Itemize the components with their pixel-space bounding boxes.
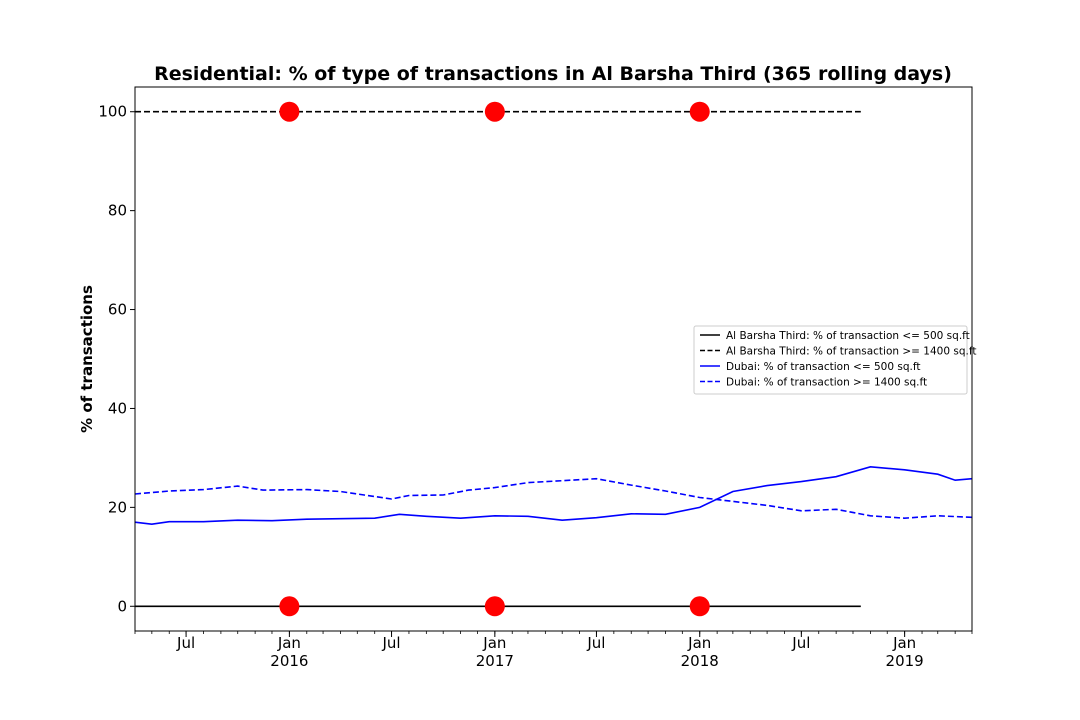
legend: Al Barsha Third: % of transaction <= 500… (693, 325, 976, 395)
y-tick-label-80: 80 (108, 202, 127, 220)
legend-label-0: Al Barsha Third: % of transaction <= 500… (726, 330, 970, 342)
marker-point-4 (484, 101, 505, 122)
series-line-3 (134, 477, 973, 520)
marker-point-1 (484, 596, 505, 617)
x-tick-label-6: Jul (791, 634, 810, 652)
legend-label-1: Al Barsha Third: % of transaction >= 140… (726, 346, 976, 358)
marker-layer (279, 101, 710, 617)
x-tick-year-label-3: 2017 (476, 652, 514, 670)
legend-label-2: Dubai: % of transaction <= 500 sq.ft (726, 361, 920, 373)
x-tick-year-label-5: 2018 (681, 652, 719, 670)
y-tick-label-60: 60 (108, 301, 127, 319)
y-tick-label-20: 20 (108, 498, 127, 516)
chart-title: Residential: % of type of transactions i… (154, 63, 952, 85)
y-tick-label-100: 100 (98, 103, 127, 121)
x-tick-year-label-7: 2019 (886, 652, 924, 670)
legend-label-3: Dubai: % of transaction >= 1400 sq.ft (726, 377, 927, 389)
y-axis-label: % of transactions (78, 285, 96, 433)
marker-point-0 (279, 596, 300, 617)
y-axis: 0 20 40 60 80 100 (98, 103, 135, 615)
marker-point-2 (689, 596, 710, 617)
x-tick-label-4: Jul (586, 634, 605, 652)
series-line-2 (134, 465, 973, 526)
x-tick-label-5: Jan (687, 634, 711, 652)
x-tick-year-label-1: 2016 (270, 652, 308, 670)
x-tick-label-7: Jan (892, 634, 916, 652)
plot-area-frame (134, 86, 973, 632)
marker-point-3 (279, 101, 300, 122)
marker-point-5 (689, 101, 710, 122)
x-tick-label-0: Jul (176, 634, 195, 652)
x-tick-label-1: Jan (277, 634, 301, 652)
legend-box (693, 325, 968, 395)
x-tick-label-3: Jan (482, 634, 506, 652)
y-tick-label-40: 40 (108, 399, 127, 417)
x-tick-label-2: Jul (381, 634, 400, 652)
y-tick-label-0: 0 (117, 597, 127, 615)
